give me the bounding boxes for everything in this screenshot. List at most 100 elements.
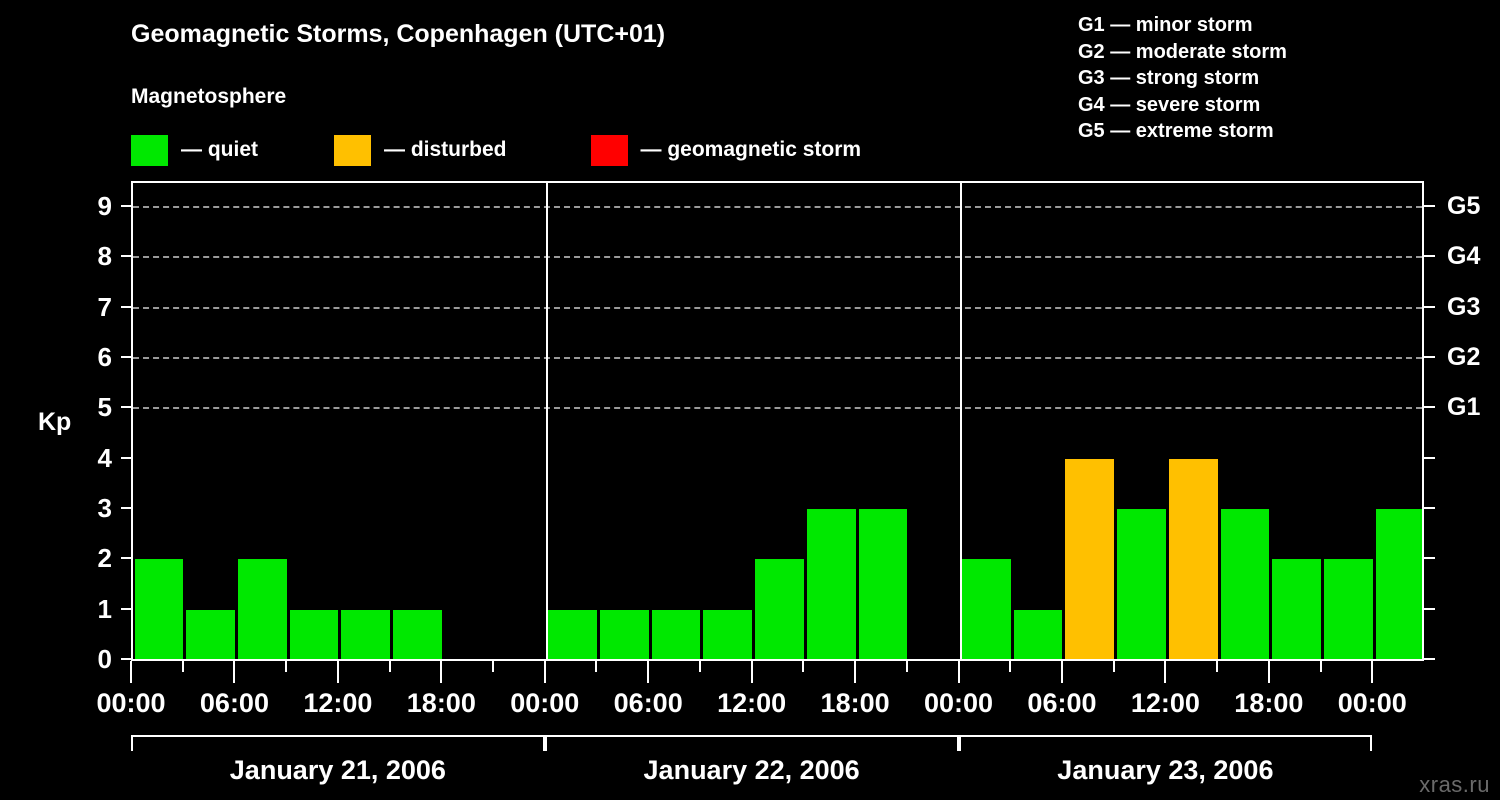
x-tick-minor-19	[1112, 661, 1115, 672]
day-caption-1: January 21, 2006	[229, 755, 446, 785]
y-tick-mark-9	[121, 205, 131, 208]
bar[interactable]	[651, 609, 701, 660]
day-bracket-1	[131, 735, 545, 751]
gridline-kp-9	[133, 206, 1422, 209]
day-bracket-3	[958, 735, 1373, 751]
x-tick-minor-17	[1009, 661, 1012, 672]
x-tick-minor-11	[698, 661, 701, 672]
y-tick-mark-4	[121, 456, 131, 459]
bar[interactable]	[186, 609, 235, 660]
bar[interactable]	[1065, 458, 1115, 660]
x-tick-label-5: 06:00	[613, 688, 683, 718]
disturbed-swatch-icon	[334, 134, 371, 166]
x-tick-major-16	[957, 661, 960, 683]
right-tick-mark-kp-3	[1424, 507, 1435, 510]
x-tick-major-6	[440, 661, 443, 683]
x-tick-label-1: 06:00	[199, 688, 269, 718]
x-tick-major-12	[750, 661, 753, 683]
y-axis-label: Kp	[38, 408, 72, 436]
x-tick-minor-15	[905, 661, 908, 672]
x-tick-label-3: 18:00	[406, 688, 476, 718]
y-tick-label-0: 0	[97, 644, 112, 674]
bar[interactable]	[806, 509, 856, 660]
y-tick-mark-0	[121, 658, 131, 660]
x-tick-label-10: 12:00	[1130, 688, 1200, 718]
x-tick-label-7: 18:00	[820, 688, 890, 718]
page-title: Geomagnetic Storms, Copenhagen (UTC+01)	[131, 20, 666, 48]
plot-area	[131, 181, 1424, 660]
bar[interactable]	[962, 559, 1011, 660]
legend-label-quiet: — quiet	[181, 138, 258, 161]
bar[interactable]	[1324, 559, 1373, 660]
y-tick-mark-6	[121, 356, 131, 359]
bar[interactable]	[1375, 509, 1422, 660]
x-tick-major-2	[233, 661, 236, 683]
x-tick-minor-3	[285, 661, 288, 672]
y-tick-mark-1	[121, 607, 131, 610]
x-tick-major-20	[1164, 661, 1167, 683]
legend-item-disturbed: — disturbed	[334, 132, 507, 168]
bar[interactable]	[393, 609, 442, 660]
right-tick-mark-kp-0	[1424, 658, 1435, 660]
legend-item-quiet: — quiet	[131, 132, 258, 168]
x-tick-label-2: 12:00	[303, 688, 373, 718]
bar[interactable]	[1117, 509, 1166, 660]
x-tick-minor-23	[1319, 661, 1322, 672]
y-tick-label-7: 7	[97, 291, 112, 322]
g-scale-legend: G1 — minor storm G2 — moderate storm G3 …	[1078, 12, 1408, 145]
gridline-kp-6	[133, 357, 1422, 360]
x-tick-major-22	[1267, 661, 1270, 683]
x-tick-minor-1	[181, 661, 184, 672]
right-tick-mark-kp-2	[1424, 557, 1435, 560]
y-tick-label-6: 6	[97, 342, 112, 373]
bar[interactable]	[1168, 458, 1218, 660]
y-tick-mark-8	[121, 255, 131, 258]
bar[interactable]	[858, 509, 908, 660]
legend-label-storm: — geomagnetic storm	[640, 138, 862, 161]
x-axis-baseline	[131, 659, 1424, 661]
day-separator-1	[545, 183, 548, 660]
bar[interactable]	[289, 609, 339, 660]
x-tick-label-8: 00:00	[923, 688, 994, 718]
bar[interactable]	[548, 609, 597, 660]
x-tick-minor-5	[388, 661, 391, 672]
watermark: xras.ru	[1419, 772, 1490, 797]
bar[interactable]	[1272, 559, 1322, 660]
y-tick-label-4: 4	[97, 442, 112, 473]
x-tick-major-10	[647, 661, 650, 683]
legend-label-disturbed: — disturbed	[384, 138, 507, 161]
quiet-swatch-icon	[131, 134, 168, 166]
g-tick-label-G1: G1	[1447, 393, 1481, 422]
bar[interactable]	[237, 559, 287, 660]
bar[interactable]	[703, 609, 753, 660]
gridline-kp-5	[133, 407, 1422, 410]
x-tick-minor-9	[595, 661, 598, 672]
g-tick-mark-G4	[1424, 255, 1435, 258]
g-scale-line-g3: G3 — strong storm	[1078, 67, 1260, 89]
gridline-kp-7	[133, 306, 1422, 309]
gridline-kp-8	[133, 256, 1422, 259]
x-tick-minor-13	[802, 661, 805, 672]
day-caption-3: January 23, 2006	[1057, 755, 1274, 785]
g-scale-line-g4: G4 — severe storm	[1078, 93, 1261, 116]
right-tick-mark-kp-4	[1424, 456, 1435, 459]
chart-subtitle: Magnetosphere	[131, 85, 287, 108]
x-tick-label-11: 18:00	[1234, 688, 1304, 718]
g-tick-label-G5: G5	[1447, 192, 1481, 221]
bar[interactable]	[599, 609, 649, 660]
x-tick-label-0: 00:00	[96, 688, 166, 718]
bar[interactable]	[341, 609, 391, 660]
y-tick-label-3: 3	[97, 493, 112, 524]
day-caption-2: January 22, 2006	[643, 755, 860, 785]
bar[interactable]	[134, 559, 184, 660]
y-tick-label-5: 5	[97, 392, 112, 423]
x-tick-major-18	[1060, 661, 1063, 683]
right-tick-mark-kp-1	[1424, 607, 1435, 610]
x-tick-label-4: 00:00	[510, 688, 580, 718]
x-tick-label-9: 06:00	[1027, 688, 1097, 718]
bar[interactable]	[755, 559, 804, 660]
bar[interactable]	[1220, 509, 1270, 660]
bar[interactable]	[1013, 609, 1063, 660]
g-tick-mark-G1	[1424, 406, 1435, 409]
